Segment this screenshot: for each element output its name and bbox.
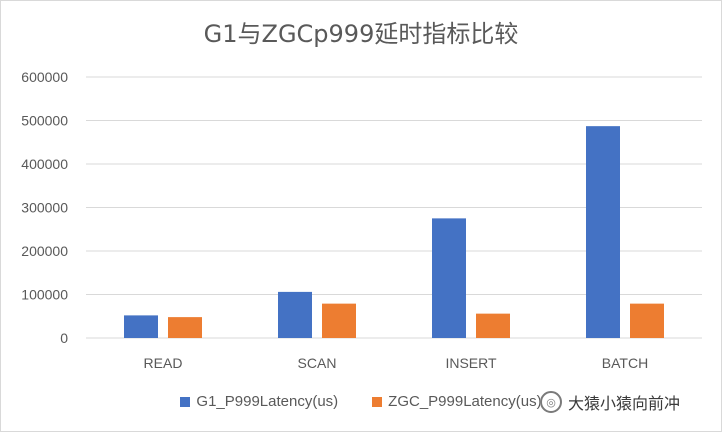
bar-zgc <box>322 303 356 338</box>
y-tick-label: 0 <box>60 330 68 346</box>
y-tick-label: 600000 <box>21 69 68 85</box>
y-tick-label: 500000 <box>21 113 68 129</box>
legend-item-g1: G1_P999Latency(us) <box>180 393 338 410</box>
legend-swatch-zgc <box>372 396 383 407</box>
x-tick-label: READ <box>144 355 183 371</box>
x-tick-label: SCAN <box>298 355 337 371</box>
wechat-icon: ◎ <box>540 391 562 413</box>
y-tick-label: 100000 <box>21 287 68 303</box>
x-tick-label: INSERT <box>445 355 497 371</box>
bar-g1 <box>278 291 312 338</box>
watermark-text: 大猿小猿向前冲 <box>568 394 681 413</box>
watermark: ◎ 大猿小猿向前冲 <box>540 390 685 414</box>
legend-label-g1: G1_P999Latency(us) <box>196 393 339 410</box>
legend-swatch-g1 <box>180 396 191 407</box>
x-tick-label: BATCH <box>602 355 648 371</box>
y-tick-label: 300000 <box>21 200 68 216</box>
legend-label-zgc: ZGC_P999Latency(us) <box>388 393 542 410</box>
legend-item-zgc: ZGC_P999Latency(us) <box>372 393 542 410</box>
bar-g1 <box>432 218 466 338</box>
bar-g1 <box>124 315 158 338</box>
bar-zgc <box>168 317 202 338</box>
chart-title: G1与ZGCp999延时指标比较 <box>203 20 519 48</box>
y-tick-label: 400000 <box>21 156 68 172</box>
bar-zgc <box>630 303 664 338</box>
y-tick-label: 200000 <box>21 243 68 259</box>
bar-g1 <box>586 126 620 338</box>
legend: G1_P999Latency(us) ZGC_P999Latency(us) <box>0 393 722 410</box>
bar-zgc <box>476 313 510 338</box>
